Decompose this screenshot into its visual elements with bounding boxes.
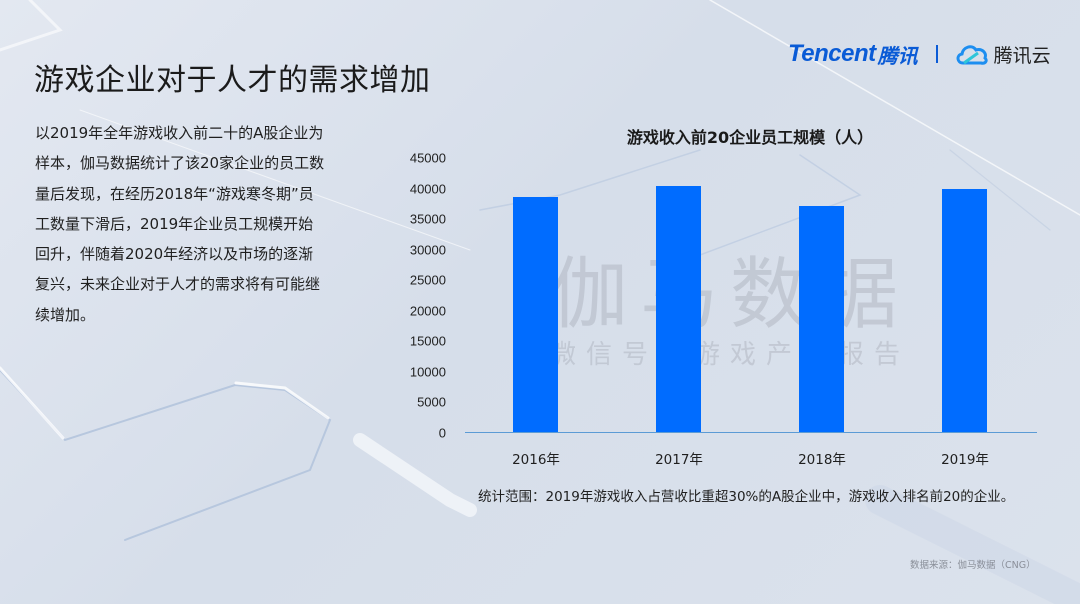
- bar-2019: [942, 189, 987, 433]
- tencent-cloud-icon: [954, 41, 990, 67]
- description-paragraph: 以2019年全年游戏收入前二十的A股企业为样本，伽马数据统计了该20家企业的员工…: [35, 124, 325, 324]
- bar-plot-area: [465, 158, 1037, 433]
- tencent-logo-cn: 腾讯: [877, 43, 918, 68]
- page-title: 游戏企业对于人才的需求增加: [34, 63, 431, 98]
- y-tick: 25000: [409, 272, 446, 288]
- x-axis-line: [465, 431, 1037, 433]
- y-tick: 35000: [409, 211, 446, 227]
- x-label-2016: 2016年: [512, 452, 560, 468]
- x-label-2018: 2018年: [798, 452, 846, 468]
- y-tick: 0: [438, 425, 446, 441]
- y-tick: 40000: [409, 181, 446, 197]
- y-tick: 5000: [417, 394, 446, 410]
- bar-2017: [656, 186, 701, 433]
- y-tick: 10000: [409, 364, 446, 380]
- logo-divider: [935, 45, 938, 63]
- data-source: 数据来源：伽马数据（CNG）: [910, 560, 1036, 571]
- y-tick: 30000: [409, 242, 446, 258]
- y-axis: 0 5000 10000 15000 20000 25000 30000 350…: [390, 0, 446, 604]
- bar-2018: [799, 206, 844, 433]
- chart-title: 游戏收入前20企业员工规模（人）: [626, 128, 874, 147]
- x-label-2017: 2017年: [655, 452, 703, 468]
- y-tick: 15000: [409, 333, 446, 349]
- x-label-2019: 2019年: [941, 452, 989, 468]
- y-tick: 20000: [409, 303, 446, 319]
- scope-note: 统计范围：2019年游戏收入占营收比重超30%的A股企业中，游戏收入排名前20的…: [478, 489, 1015, 505]
- tencent-cloud-text: 腾讯云: [993, 44, 1051, 67]
- y-tick: 45000: [409, 150, 446, 166]
- tencent-logo-text: Tencent: [788, 40, 876, 67]
- logo-bar: Tencent 腾讯 腾讯云: [788, 38, 1051, 70]
- bar-2016: [513, 196, 558, 433]
